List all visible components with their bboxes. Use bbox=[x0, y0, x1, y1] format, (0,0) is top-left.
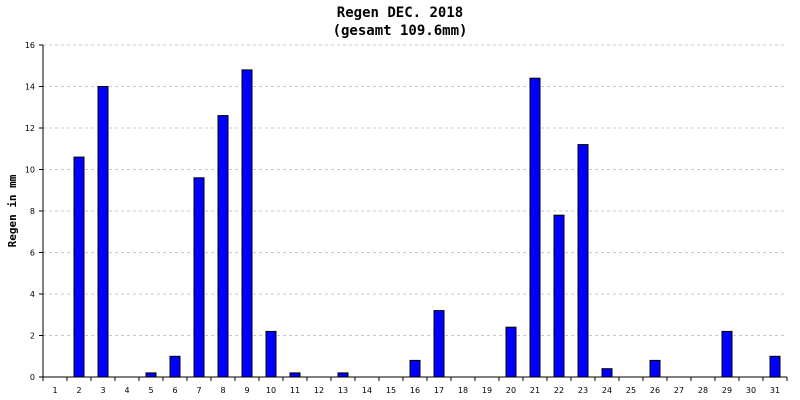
x-tick-label: 3 bbox=[100, 386, 105, 395]
x-tick-label: 24 bbox=[602, 386, 612, 395]
x-tick-label: 25 bbox=[626, 386, 636, 395]
x-tick-label: 6 bbox=[172, 386, 177, 395]
y-tick-label: 14 bbox=[25, 83, 35, 92]
bar-2 bbox=[73, 156, 85, 378]
bar-24 bbox=[601, 368, 613, 378]
x-tick-label: 15 bbox=[386, 386, 396, 395]
bar-5 bbox=[145, 372, 157, 378]
y-tick-label: 8 bbox=[30, 207, 35, 216]
x-tick-label: 11 bbox=[290, 386, 300, 395]
bar-10 bbox=[265, 330, 277, 378]
y-tick-label: 2 bbox=[30, 332, 35, 341]
x-tick-label: 13 bbox=[338, 386, 348, 395]
bar-26 bbox=[649, 359, 661, 378]
y-axis-label: Regen in mm bbox=[6, 174, 19, 247]
bar-6 bbox=[169, 355, 181, 378]
bar-8 bbox=[217, 115, 229, 378]
y-tick-label: 12 bbox=[25, 124, 35, 133]
x-tick-label: 16 bbox=[410, 386, 420, 395]
chart-title: Regen DEC. 2018 bbox=[336, 5, 464, 21]
bar-20 bbox=[505, 326, 517, 378]
bar-7 bbox=[193, 177, 205, 378]
bar-17 bbox=[433, 310, 445, 378]
y-tick-label: 6 bbox=[30, 249, 35, 258]
y-tick-label: 0 bbox=[30, 373, 35, 382]
bar-13 bbox=[337, 372, 349, 378]
y-tick-label: 4 bbox=[30, 290, 35, 299]
bar-31 bbox=[769, 355, 781, 378]
x-tick-label: 14 bbox=[362, 386, 372, 395]
x-tick-label: 19 bbox=[482, 386, 492, 395]
x-tick-label: 7 bbox=[196, 386, 201, 395]
x-tick-label: 8 bbox=[220, 386, 225, 395]
bar-22 bbox=[553, 214, 565, 378]
x-tick-label: 4 bbox=[124, 386, 129, 395]
bar-23 bbox=[577, 144, 589, 378]
chart-subtitle: (gesamt 109.6mm) bbox=[332, 23, 468, 39]
bar-21 bbox=[529, 77, 541, 378]
x-ticks: 1 2 3 4 5 6 7 8 9 10 11 12 13 14 15 16 17 18 19 20 21 22 23 24 2… bbox=[42, 377, 788, 395]
x-tick-label: 22 bbox=[554, 386, 564, 395]
x-tick-label: 23 bbox=[578, 386, 588, 395]
x-tick-label: 1 bbox=[52, 386, 57, 395]
y-ticks: 0 2 4 6 8 10 12 14 16 bbox=[25, 41, 43, 382]
x-tick-label: 12 bbox=[314, 386, 324, 395]
x-tick-label: 5 bbox=[148, 386, 153, 395]
y-tick-label: 10 bbox=[25, 166, 35, 175]
x-tick-label: 21 bbox=[530, 386, 540, 395]
x-tick-label: 29 bbox=[722, 386, 732, 395]
bar-29 bbox=[721, 330, 733, 378]
x-tick-label: 9 bbox=[244, 386, 249, 395]
bar-3 bbox=[97, 86, 109, 378]
x-tick-label: 31 bbox=[770, 386, 780, 395]
x-tick-label: 20 bbox=[506, 386, 516, 395]
x-tick-label: 10 bbox=[266, 386, 276, 395]
x-tick-label: 28 bbox=[698, 386, 708, 395]
grid-lines bbox=[43, 44, 787, 336]
x-tick-label: 27 bbox=[674, 386, 684, 395]
y-tick-label: 16 bbox=[25, 41, 35, 50]
bars bbox=[73, 69, 781, 378]
x-tick-label: 18 bbox=[458, 386, 468, 395]
x-tick-label: 26 bbox=[650, 386, 660, 395]
bar-11 bbox=[289, 372, 301, 378]
bar-9 bbox=[241, 69, 253, 378]
x-tick-label: 17 bbox=[434, 386, 444, 395]
bar-16 bbox=[409, 359, 421, 378]
x-tick-label: 2 bbox=[76, 386, 81, 395]
x-tick-label: 30 bbox=[746, 386, 756, 395]
